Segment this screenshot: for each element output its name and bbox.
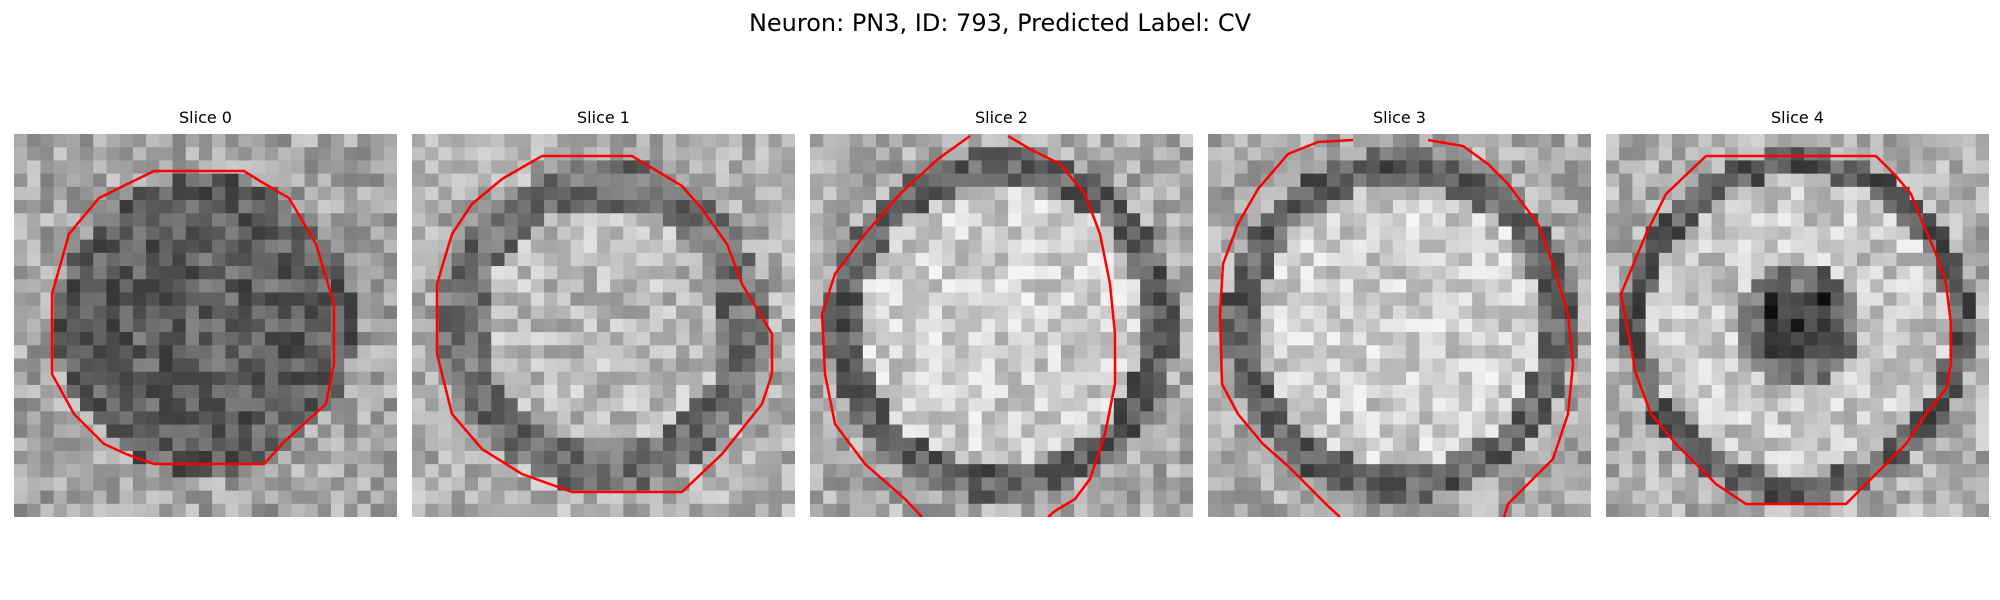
segmentation-contour-3b [1427,138,1575,517]
segmentation-contour-3 [1218,138,1354,517]
slice-title-1: Slice 1 [577,108,630,127]
slice-image-2 [810,134,1193,517]
figure-title: Neuron: PN3, ID: 793, Predicted Label: C… [748,9,1252,37]
slice-title-3: Slice 3 [1373,108,1426,127]
slice-panel-0: Slice 0 [14,108,397,517]
slice-panel-3: Slice 3 [1208,108,1591,517]
slice-image-4 [1606,134,1989,517]
slice-title-2: Slice 2 [975,108,1028,127]
segmentation-contour-1 [435,154,774,494]
segmentation-contour-2 [820,134,971,517]
slice-panel-1: Slice 1 [412,108,795,517]
slice-title-4: Slice 4 [1771,108,1824,127]
segmentation-contour-0 [50,169,336,466]
slice-image-3 [1208,134,1591,517]
slice-image-1 [412,134,795,517]
slice-title-0: Slice 0 [179,108,232,127]
segmentation-contour-2b [1007,134,1117,517]
slice-image-0 [14,134,397,517]
slice-panel-2: Slice 2 [810,108,1193,517]
slice-panel-4: Slice 4 [1606,108,1989,517]
segmentation-contour-4 [1619,154,1953,506]
